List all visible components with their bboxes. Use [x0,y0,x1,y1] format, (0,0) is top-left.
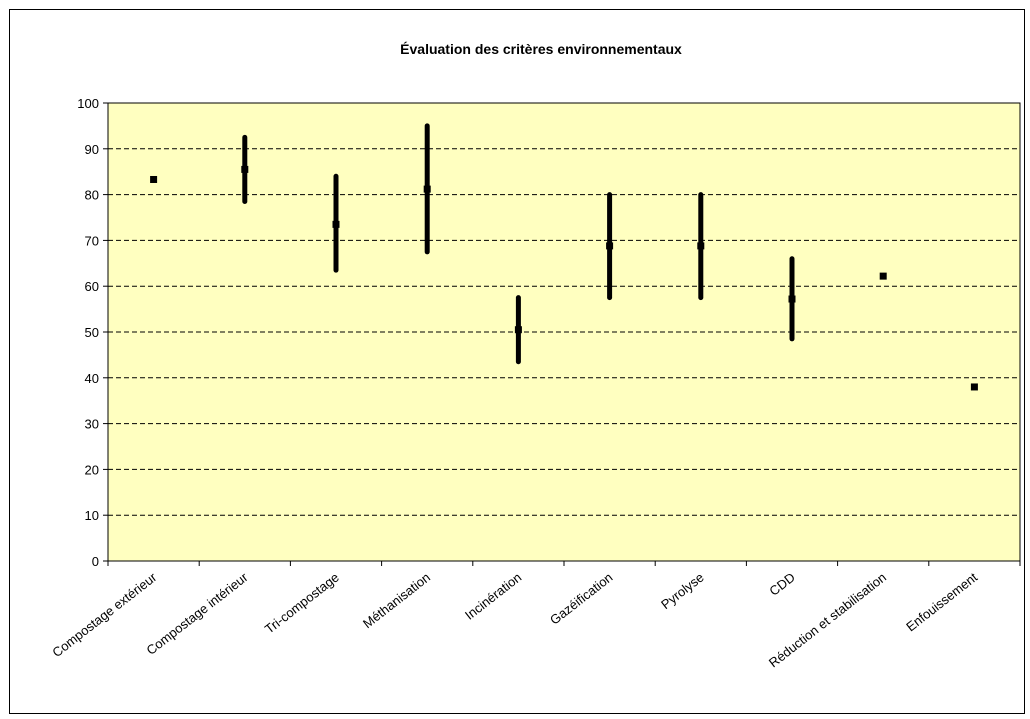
category-label: Pyrolyse [658,570,707,613]
y-tick-label: 70 [85,233,99,248]
chart-svg: 0 10 20 30 40 50 60 70 80 90 100 Compostage extéri… [49,41,1021,670]
chart-frame: 0 10 20 30 40 50 60 70 80 90 100 Compostage extéri… [9,9,1025,714]
category-label: Méthanisation [360,570,433,632]
y-tick-labels: 0 10 20 30 40 50 60 70 80 90 100 [77,96,99,569]
mean-marker [332,220,340,228]
y-tick-label: 40 [85,371,99,386]
mean-marker [606,242,614,250]
mean-marker [879,272,887,280]
y-tick-label: 50 [85,325,99,340]
y-tick-label: 20 [85,462,99,477]
axes [103,102,1021,566]
mean-marker [150,175,158,183]
y-tick-label: 90 [85,142,99,157]
y-tick-label: 60 [85,279,99,294]
category-label: Enfouissement [903,569,980,634]
mean-marker [514,326,522,334]
y-tick-label: 80 [85,188,99,203]
mean-marker [788,295,796,303]
category-label: Incinération [462,570,524,623]
category-label: Tri-compostage [262,570,342,637]
y-tick-label: 0 [92,554,99,569]
grid-lines [108,148,1020,516]
category-label: Gazéification [547,570,615,628]
mean-marker [423,185,431,193]
y-tick-label: 100 [77,96,99,111]
mean-marker [241,165,249,173]
range-bars [150,123,978,391]
y-tick-label: 30 [85,417,99,432]
category-label: Compostage intérieur [143,569,251,658]
category-label: CDD [766,570,797,599]
chart-title: Évaluation des critères environnementaux [400,41,682,57]
y-tick-label: 10 [85,508,99,523]
mean-marker [697,242,705,250]
mean-marker [970,383,978,391]
